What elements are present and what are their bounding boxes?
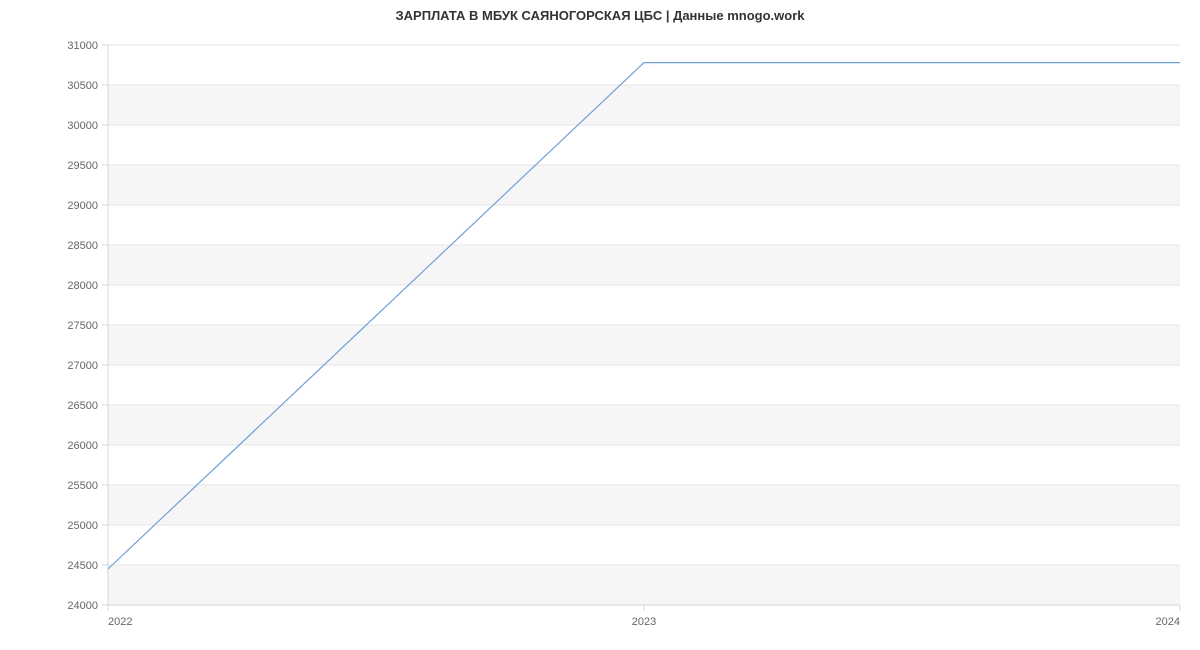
- ytick-label: 25000: [67, 520, 98, 532]
- grid-band: [108, 525, 1180, 565]
- grid-band: [108, 125, 1180, 165]
- xtick-label: 2023: [632, 616, 656, 628]
- grid-band: [108, 285, 1180, 325]
- grid-band: [108, 485, 1180, 525]
- grid-band: [108, 165, 1180, 205]
- ytick-label: 24500: [67, 560, 98, 572]
- ytick-label: 29000: [67, 200, 98, 212]
- grid-band: [108, 245, 1180, 285]
- ytick-label: 28000: [67, 280, 98, 292]
- line-chart: 24000 24500 25000 25500 26000 26500 27000 27500…: [0, 0, 1200, 650]
- chart-container: ЗАРПЛАТА В МБУК САЯНОГОРСКАЯ ЦБС | Данны…: [0, 0, 1200, 650]
- ytick-label: 31000: [67, 40, 98, 52]
- grid-band: [108, 445, 1180, 485]
- ytick-label: 27000: [67, 360, 98, 372]
- grid-band: [108, 565, 1180, 605]
- ytick-label: 25500: [67, 480, 98, 492]
- ytick-label: 26000: [67, 440, 98, 452]
- ytick-label: 30500: [67, 80, 98, 92]
- grid-band: [108, 365, 1180, 405]
- ytick-label: 26500: [67, 400, 98, 412]
- ytick-label: 24000: [67, 600, 98, 612]
- grid-band: [108, 325, 1180, 365]
- ytick-label: 28500: [67, 240, 98, 252]
- grid-band: [108, 45, 1180, 85]
- xtick-label: 2024: [1156, 616, 1180, 628]
- grid-band: [108, 85, 1180, 125]
- grid-band: [108, 205, 1180, 245]
- ytick-label: 27500: [67, 320, 98, 332]
- ytick-label: 29500: [67, 160, 98, 172]
- grid-band: [108, 405, 1180, 445]
- ytick-label: 30000: [67, 120, 98, 132]
- xtick-label: 2022: [108, 616, 132, 628]
